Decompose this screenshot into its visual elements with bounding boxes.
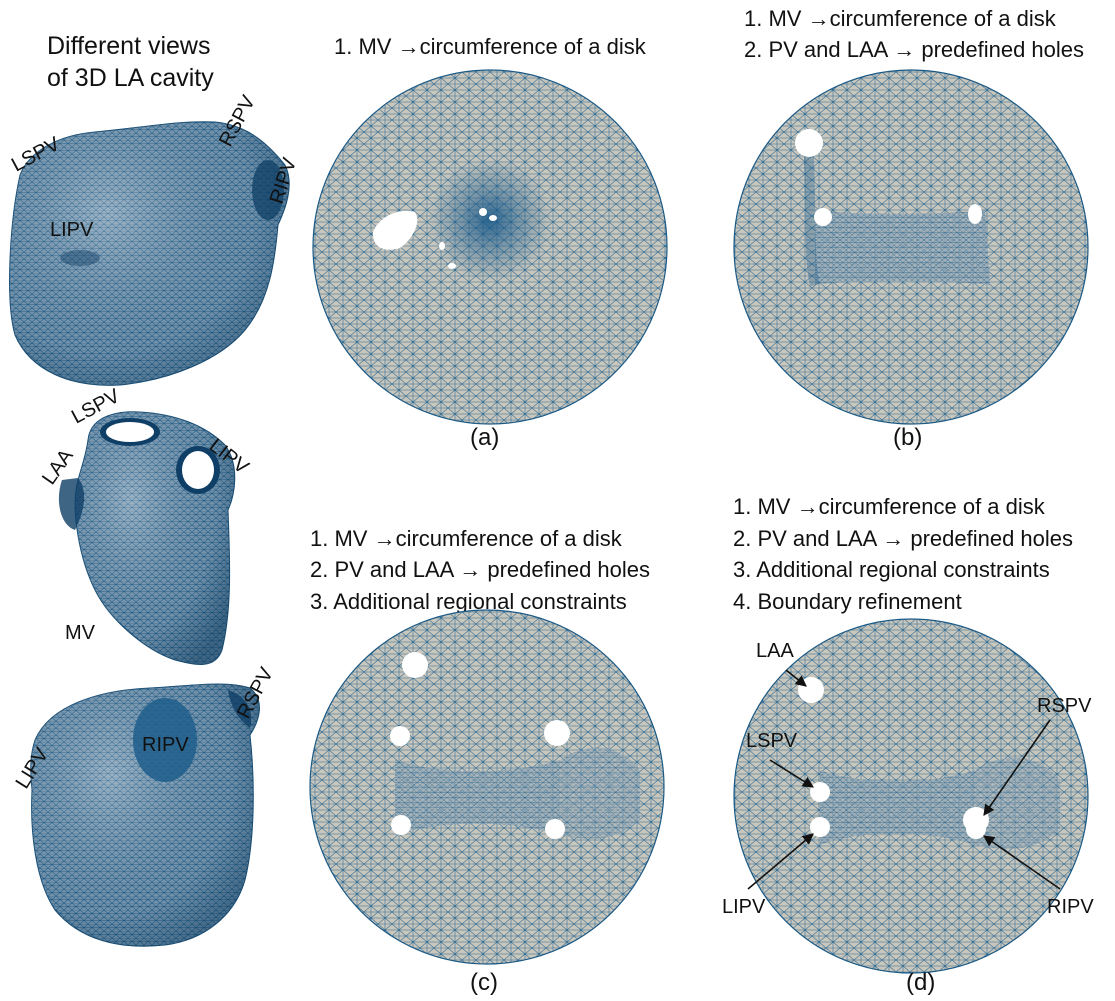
panel-d-label-ripv: RIPV xyxy=(1047,896,1094,918)
panel-d-step-4: 4. Boundary refinement xyxy=(733,589,962,614)
heart-view-middle xyxy=(58,411,236,665)
panel-d-label-lspv: LSPV xyxy=(746,730,798,752)
panel-b-step-1: 1. MV →circumference of a disk xyxy=(744,6,1057,31)
label-ripv-bottom: RIPV xyxy=(142,734,189,756)
disk-a xyxy=(312,69,668,425)
arrow-laa xyxy=(785,669,807,687)
left-title-line-2: of 3D LA cavity xyxy=(47,64,214,92)
left-title-line-1: Different views xyxy=(47,32,211,60)
panel-d-label-lipv: LIPV xyxy=(722,896,766,918)
panel-a-caption: (a) xyxy=(470,424,499,451)
panel-b-step-2: 2. PV and LAA → predefined holes xyxy=(744,37,1084,62)
panel-b-caption: (b) xyxy=(893,424,922,451)
disk-c xyxy=(309,609,665,965)
panel-c-step-3: 3. Additional regional constraints xyxy=(310,589,627,614)
panel-c-caption: (c) xyxy=(470,969,498,996)
panel-c-step-2: 2. PV and LAA → predefined holes xyxy=(310,557,650,582)
panel-d-label-rspv: RSPV xyxy=(1037,695,1092,717)
panel-c-step-1: 1. MV →circumference of a disk xyxy=(310,526,623,551)
panel-d-step-1: 1. MV →circumference of a disk xyxy=(733,494,1046,519)
panel-a-step-1: 1. MV →circumference of a disk xyxy=(334,34,647,59)
arrow-ripv xyxy=(983,835,1061,890)
panel-d-step-3: 3. Additional regional constraints xyxy=(733,557,1050,582)
heart-view-bottom xyxy=(30,683,260,947)
panel-d-caption: (d) xyxy=(906,969,935,996)
heart-view-top xyxy=(9,121,290,386)
panel-d-step-2: 2. PV and LAA → predefined holes xyxy=(733,526,1073,551)
disk-b xyxy=(733,69,1089,425)
disk-d xyxy=(733,618,1089,974)
panel-d-label-laa: LAA xyxy=(756,640,794,662)
arrow-lipv xyxy=(747,833,814,890)
arrow-lspv xyxy=(769,759,814,788)
arrow-rspv xyxy=(983,719,1051,816)
label-lipv-top: LIPV xyxy=(50,219,94,241)
label-mv-middle: MV xyxy=(65,622,96,644)
